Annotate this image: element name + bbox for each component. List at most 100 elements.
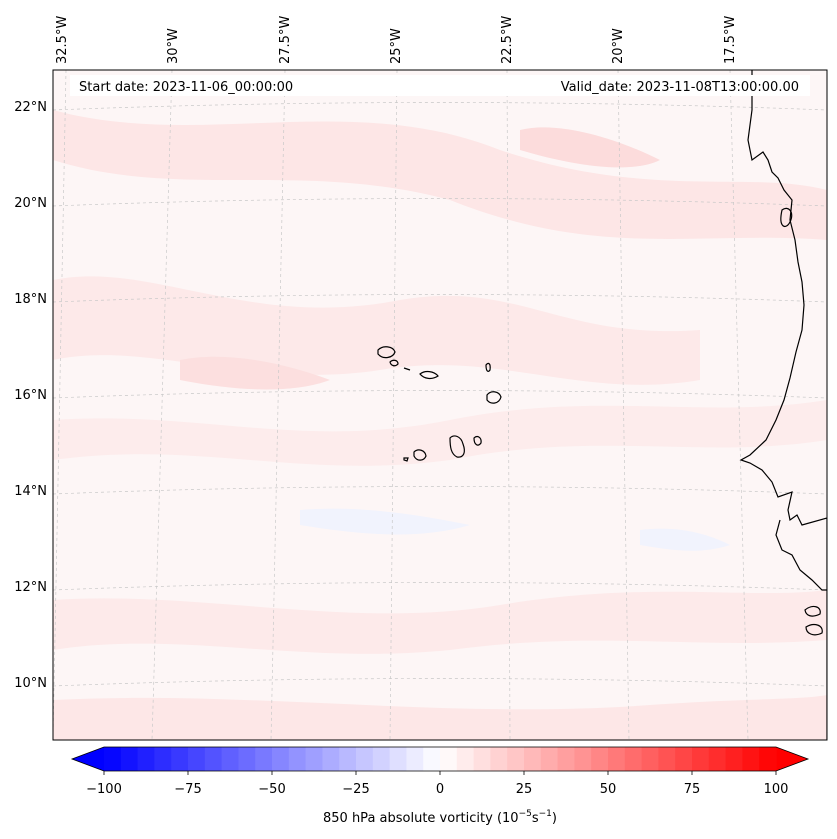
colorbar-tick-label: −25 [342,782,369,797]
coastal-island [805,623,823,636]
graticule [53,70,827,740]
colorbar-level [137,747,155,771]
island-outline [449,435,465,458]
colorbar-level [742,747,760,771]
vorticity-band [300,508,470,535]
meridian-line [506,70,511,740]
colorbar-level [389,747,407,771]
colorbar-level [372,747,391,771]
vorticity-band [53,400,827,466]
colorbar: −100 −75 −50 −25 0 25 50 75 100 850 hPa … [70,746,810,826]
island-outline [486,391,502,404]
meridian-line [53,70,67,740]
lat-label: 14°N [14,484,47,499]
colorbar-level [473,747,491,771]
lon-label: 25°W [389,28,404,64]
colorbar-tick-label: 50 [600,782,617,797]
colorbar-level [406,747,424,771]
island-outline [389,359,399,367]
colorbar-level [608,747,626,771]
vorticity-band [53,110,827,240]
colorbar-level [708,747,727,771]
meridian-line [270,70,286,740]
lat-label: 22°N [14,100,47,115]
lat-label: 16°N [14,388,47,403]
map-frame [52,69,828,741]
colorbar-level [557,747,575,771]
colorbar-level [507,747,525,771]
meridian-line [729,70,749,740]
lon-label: 17.5°W [723,16,738,64]
colorbar-level [120,747,139,771]
colorbar-level [540,747,559,771]
colorbar-tick-label: −50 [258,782,285,797]
colorbar-level [305,747,323,771]
island-outline [403,367,411,371]
coastal-island [804,605,821,617]
vorticity-band [53,590,827,654]
colorbar-level [490,747,508,771]
meridian-line [389,70,398,740]
parallel-line [53,678,827,687]
island-outline [485,362,491,372]
map-panel: Start date: 2023-11-06_00:00:00 Valid_da… [53,70,827,740]
colorbar-level [423,747,441,771]
colorbar-level [171,747,189,771]
africa-coastline [739,70,827,740]
colorbar-levels [104,747,777,771]
parallel-line [53,390,827,399]
lat-label: 20°N [14,196,47,211]
colorbar-tick-label: 25 [516,782,533,797]
colorbar-level [524,747,542,771]
valid-date-text: Valid_date: 2023-11-08T13:00:00.00 [561,80,799,95]
lon-label: 20°W [611,28,626,64]
colorbar-tick-label: 0 [436,782,444,797]
meridian-line [151,70,173,740]
colorbar-level [641,747,659,771]
lat-label: 10°N [14,676,47,691]
island-outline [377,346,396,359]
colorbar-level [221,747,239,771]
cape-verde-islands [377,346,502,462]
colorbar-tick-label: 100 [764,782,789,797]
colorbar-level [204,747,223,771]
parallel-line [53,486,827,495]
island-outline [473,436,482,446]
colorbar-level [272,747,290,771]
lon-label: 32.5°W [55,16,70,64]
colorbar-level [624,747,643,771]
parallel-line [53,582,827,591]
latitude-labels: 22°N 20°N 18°N 16°N 14°N 12°N 10°N [14,100,47,691]
vorticity-band [640,528,730,551]
colorbar-tick-label: −75 [174,782,201,797]
colorbar-level [574,747,592,771]
colorbar-level [322,747,340,771]
colorbar-level [339,747,357,771]
colorbar-level [188,747,206,771]
colorbar-label: 850 hPa absolute vorticity (10−5s−1) [323,809,557,826]
colorbar-level [154,747,172,771]
colorbar-level [288,747,307,771]
colorbar-min-extend [72,747,104,771]
colorbar-level [238,747,256,771]
colorbar-level [591,747,609,771]
lat-label: 18°N [14,292,47,307]
colorbar-level [255,747,273,771]
island-outline [413,449,427,461]
parallel-line [53,294,827,303]
colorbar-level [440,747,458,771]
colorbar-ticks [103,771,777,775]
meridian-line [617,70,630,740]
lon-label: 30°W [166,28,181,64]
vorticity-band [180,356,330,390]
colorbar-level [725,747,743,771]
vorticity-band [520,127,660,168]
colorbar-level [356,747,374,771]
colorbar-level [675,747,693,771]
parallel-line [53,102,827,111]
coastline-detail [775,519,827,591]
island-outline [419,370,439,380]
colorbar-level [692,747,710,771]
lon-label: 22.5°W [500,16,515,64]
